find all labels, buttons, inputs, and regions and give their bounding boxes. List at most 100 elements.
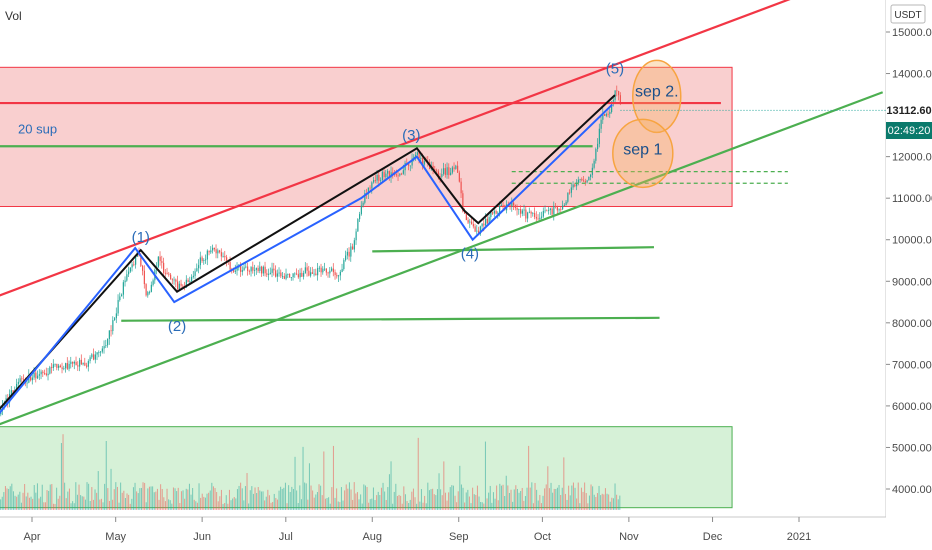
volume-bar [574, 487, 576, 510]
candle-body [572, 184, 574, 188]
candle-body [492, 212, 494, 214]
candle-body [605, 113, 607, 116]
volume-bar [88, 483, 90, 510]
volume-bar [440, 489, 442, 510]
candle-body [304, 267, 306, 274]
volume-bar [8, 488, 10, 510]
volume-bar [406, 501, 408, 510]
volume-bar [331, 487, 333, 510]
candle-body [31, 377, 33, 381]
price-tick-label: 10000.00 [892, 235, 932, 247]
volume-bar [267, 489, 269, 510]
candle-body [58, 365, 60, 368]
candle-body [254, 269, 256, 271]
candle-body [189, 281, 191, 283]
volume-bar [491, 502, 493, 510]
candle-body [446, 167, 448, 175]
candle-body [385, 173, 387, 178]
candle-body [91, 354, 93, 358]
volume-bar [608, 494, 610, 510]
volume-bar [524, 496, 526, 510]
volume-bar [72, 501, 74, 510]
volume-bar [19, 491, 21, 510]
wave-label-0: (1) [132, 229, 150, 246]
candle-body [569, 192, 571, 194]
candle-body [161, 261, 163, 263]
volume-bar [547, 466, 549, 510]
volume-bar [376, 495, 378, 510]
candle-body [338, 275, 340, 277]
volume-bar [310, 485, 312, 510]
candle-body [278, 272, 280, 274]
candle-body [618, 91, 620, 96]
candle-body [94, 354, 96, 360]
volume-bar [596, 493, 598, 510]
candle-body [527, 212, 529, 219]
candle-body [334, 272, 336, 275]
plot-area[interactable]: (1) (2) (3) (4) (5) sep 2. sep 1 20 sup [0, 0, 886, 510]
volume-bar [212, 486, 214, 510]
volume-bar [443, 461, 445, 510]
candle-body [556, 206, 558, 211]
candle-body [612, 99, 614, 102]
volume-bar [323, 451, 325, 510]
candle-body [518, 208, 520, 210]
volume-bar [41, 484, 43, 510]
candle-body [441, 174, 443, 177]
candle-body [453, 167, 455, 169]
volume-bar [214, 488, 216, 510]
candle-body [107, 338, 109, 346]
volume-bar [408, 503, 410, 510]
volume-bar [459, 465, 461, 510]
candle-body [121, 294, 123, 297]
candle-body [597, 143, 599, 150]
candle-body [126, 274, 128, 281]
candle-body [199, 257, 201, 266]
wave-label-4: (5) [606, 61, 624, 78]
price-tick-label: 11000.00 [892, 193, 932, 205]
candle-body [171, 279, 173, 281]
volume-bar [68, 488, 70, 510]
candle-body [168, 273, 170, 275]
volume-bar [321, 495, 323, 510]
candle-body [460, 181, 462, 194]
candle-body [252, 267, 254, 271]
candle-body [250, 267, 252, 272]
candle-body [234, 270, 236, 272]
candle-body [521, 210, 523, 214]
candle-body [563, 204, 565, 206]
candle-body [490, 212, 492, 218]
volume-bar [11, 483, 13, 510]
candle-body [546, 210, 548, 212]
volume-bar [161, 488, 163, 510]
volume-bar [268, 495, 270, 510]
candle-body [271, 268, 273, 273]
volume-bar [355, 493, 357, 510]
volume-bar [358, 499, 360, 510]
volume-bar [353, 482, 355, 510]
candle-body [511, 202, 513, 207]
volume-bar [179, 503, 181, 510]
candle-body [345, 255, 347, 261]
volume-bar [296, 490, 298, 510]
candle-body [373, 180, 375, 183]
volume-bar [51, 484, 53, 510]
time-tick-label: Aug [362, 531, 382, 543]
price-axis[interactable] [886, 0, 932, 517]
candle-body [495, 210, 497, 214]
volume-bar [152, 486, 154, 510]
candle-body [180, 283, 182, 286]
currency-badge[interactable] [890, 4, 926, 24]
volume-bar [123, 490, 125, 510]
volume-bar [224, 503, 226, 510]
candle-body [98, 351, 100, 353]
candle-body [117, 300, 119, 314]
volume-bar [83, 496, 85, 510]
countdown-text: 02:49:20 [888, 125, 931, 137]
volume-bar [529, 487, 531, 510]
volume-bar [209, 490, 211, 510]
candle-body [604, 114, 606, 116]
volume-bar [526, 487, 528, 510]
volume-bar [116, 486, 118, 510]
